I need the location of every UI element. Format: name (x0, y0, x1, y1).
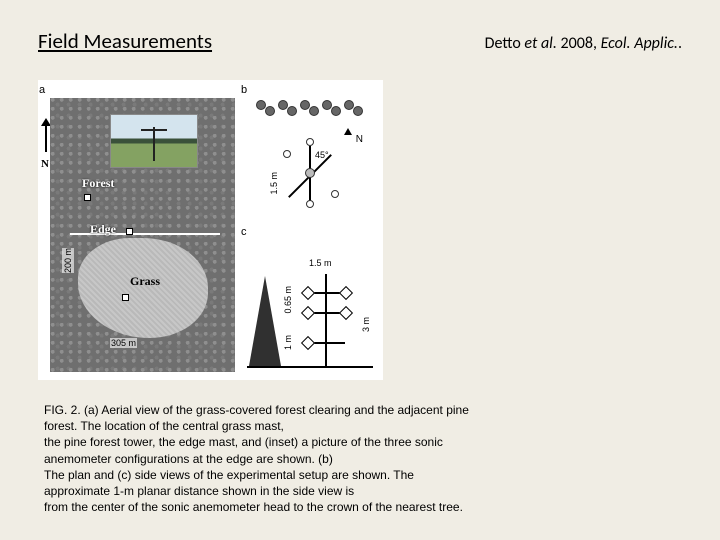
sensor-diamond (339, 306, 353, 320)
sensor-tip (306, 200, 314, 208)
panel-b: b N 45° 1.5 m (245, 86, 375, 216)
caption-line: anemometer configurations at the edge ar… (44, 451, 604, 467)
anemometer-icon (343, 98, 363, 118)
anemometer-row (255, 98, 370, 120)
panel-a: a N Forest Edge Grass 200 m 305 m (50, 86, 235, 372)
dim-1p5m: 1.5 m (309, 258, 332, 268)
slide-title: Field Measurements (38, 28, 212, 54)
panel-c-label: c (241, 226, 247, 238)
anemometer-icon (255, 98, 275, 118)
sensor-diamond (301, 306, 315, 320)
inset-photo (110, 114, 198, 168)
grass-label: Grass (130, 274, 160, 289)
citation-author: Detto (485, 34, 525, 53)
north-label-b: N (356, 134, 363, 145)
panel-b-label: b (241, 84, 247, 96)
inset-mast-icon (153, 127, 155, 161)
north-label: N (41, 158, 49, 170)
sensor-diamond (301, 286, 315, 300)
dim-200m: 200 m (62, 248, 74, 273)
caption-line: The plan and (c) side views of the exper… (44, 467, 604, 483)
aerial-photo: Forest Edge Grass 200 m 305 m (50, 98, 235, 372)
sensor-tip (331, 190, 339, 198)
tower-mast (325, 274, 327, 366)
sensor-tip (283, 150, 291, 158)
anemometer-icon (299, 98, 319, 118)
caption-line: the pine forest tower, the edge mast, an… (44, 434, 604, 450)
marker-forest-tower (84, 194, 91, 201)
plan-view: N 45° 1.5 m (259, 128, 369, 214)
edge-label: Edge (90, 222, 116, 237)
dim-1m: 1 m (283, 335, 293, 350)
marker-grass-mast (122, 294, 129, 301)
dim-arm: 1.5 m (269, 172, 279, 195)
inset-crossarm-icon (141, 129, 167, 131)
sensor-tip (306, 138, 314, 146)
sensor-diamond (339, 286, 353, 300)
anemometer-icon (277, 98, 297, 118)
angle-label: 45° (315, 150, 329, 160)
panel-c: c 1.5 m 0.65 m 1 m 3 m (245, 228, 375, 372)
forest-label: Forest (82, 176, 114, 191)
dim-305m: 305 m (110, 338, 137, 348)
dim-0p65m: 0.65 m (283, 286, 293, 314)
citation-end: . (678, 34, 682, 53)
mast-center-icon (305, 168, 315, 178)
panel-a-label: a (39, 84, 45, 96)
citation-etal: et al. (524, 34, 556, 53)
marker-edge-mast (126, 228, 133, 235)
figure-composite: a N Forest Edge Grass 200 m 305 m b (38, 80, 383, 380)
caption-line: FIG. 2. (a) Aerial view of the grass-cov… (44, 402, 604, 418)
citation-journal: Ecol. Applic. (601, 34, 678, 53)
citation: Detto et al. 2008, Ecol. Applic.. (485, 34, 682, 53)
tree-icon (249, 276, 281, 366)
dim-3m: 3 m (361, 317, 371, 332)
sensor-diamond (301, 336, 315, 350)
ground-line (247, 366, 373, 368)
figure-caption: FIG. 2. (a) Aerial view of the grass-cov… (44, 402, 604, 515)
anemometer-icon (321, 98, 341, 118)
caption-line: from the center of the sonic anemometer … (44, 499, 604, 515)
caption-line: forest. The location of the central gras… (44, 418, 604, 434)
slide-header: Field Measurements Detto et al. 2008, Ec… (38, 28, 682, 54)
caption-line: approximate 1-m planar distance shown in… (44, 483, 604, 499)
citation-year: 2008, (557, 34, 601, 53)
